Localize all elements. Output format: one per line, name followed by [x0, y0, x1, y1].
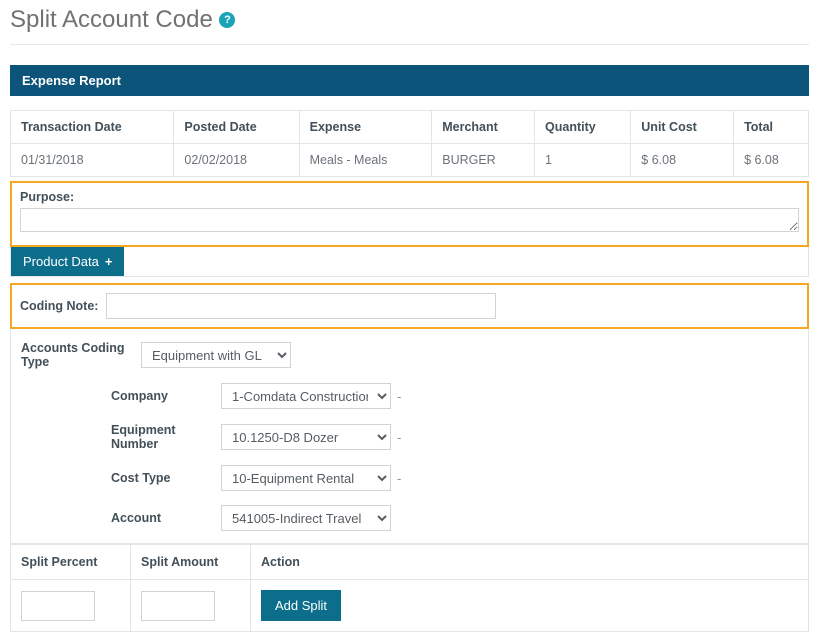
split-amount-input[interactable]	[141, 591, 215, 621]
th-merchant: Merchant	[432, 111, 535, 144]
dash-icon: -	[397, 471, 401, 486]
cost-type-select[interactable]: 10-Equipment Rental	[221, 465, 391, 491]
th-expense: Expense	[299, 111, 432, 144]
coding-note-highlight: Coding Note:	[10, 283, 809, 329]
expense-report-header: Expense Report	[10, 65, 809, 96]
coding-note-label: Coding Note:	[20, 299, 98, 313]
td-quantity: 1	[535, 144, 631, 177]
purpose-label: Purpose:	[20, 190, 74, 204]
page-title: Split Account Code ?	[10, 4, 809, 45]
accounts-coding-type-select[interactable]: Equipment with GL	[141, 342, 291, 368]
td-total: $ 6.08	[734, 144, 809, 177]
plus-icon: +	[105, 254, 113, 269]
product-data-row: Product Data +	[10, 247, 809, 277]
purpose-highlight: Purpose:	[10, 181, 809, 247]
equipment-number-label: Equipment Number	[111, 423, 221, 451]
td-expense: Meals - Meals	[299, 144, 432, 177]
split-table: Split Percent Split Amount Action Add Sp…	[10, 544, 809, 632]
th-action: Action	[251, 545, 809, 580]
coding-block: Accounts Coding Type Equipment with GL C…	[10, 329, 809, 544]
help-icon[interactable]: ?	[219, 12, 235, 28]
th-unit-cost: Unit Cost	[631, 111, 734, 144]
add-split-button[interactable]: Add Split	[261, 590, 341, 621]
page-title-text: Split Account Code	[10, 6, 213, 33]
coding-note-input[interactable]	[106, 293, 496, 319]
accounts-coding-type-label: Accounts Coding Type	[21, 341, 141, 369]
th-total: Total	[734, 111, 809, 144]
td-unit-cost: $ 6.08	[631, 144, 734, 177]
td-posted-date: 02/02/2018	[174, 144, 299, 177]
split-row: Add Split	[11, 580, 809, 632]
th-posted-date: Posted Date	[174, 111, 299, 144]
td-transaction-date: 01/31/2018	[11, 144, 174, 177]
dash-icon: -	[397, 389, 401, 404]
th-split-percent: Split Percent	[11, 545, 131, 580]
product-data-label: Product Data	[23, 254, 99, 269]
transaction-row: 01/31/2018 02/02/2018 Meals - Meals BURG…	[11, 144, 809, 177]
td-merchant: BURGER	[432, 144, 535, 177]
account-label: Account	[111, 511, 221, 525]
split-percent-input[interactable]	[21, 591, 95, 621]
equipment-number-select[interactable]: 10.1250-D8 Dozer	[221, 424, 391, 450]
company-select[interactable]: 1-Comdata Construction	[221, 383, 391, 409]
transaction-table: Transaction Date Posted Date Expense Mer…	[10, 110, 809, 177]
dash-icon: -	[397, 430, 401, 445]
product-data-button[interactable]: Product Data +	[11, 247, 124, 276]
th-transaction-date: Transaction Date	[11, 111, 174, 144]
th-quantity: Quantity	[535, 111, 631, 144]
th-split-amount: Split Amount	[131, 545, 251, 580]
cost-type-label: Cost Type	[111, 471, 221, 485]
company-label: Company	[111, 389, 221, 403]
purpose-input[interactable]	[20, 208, 799, 232]
account-select[interactable]: 541005-Indirect Travel	[221, 505, 391, 531]
